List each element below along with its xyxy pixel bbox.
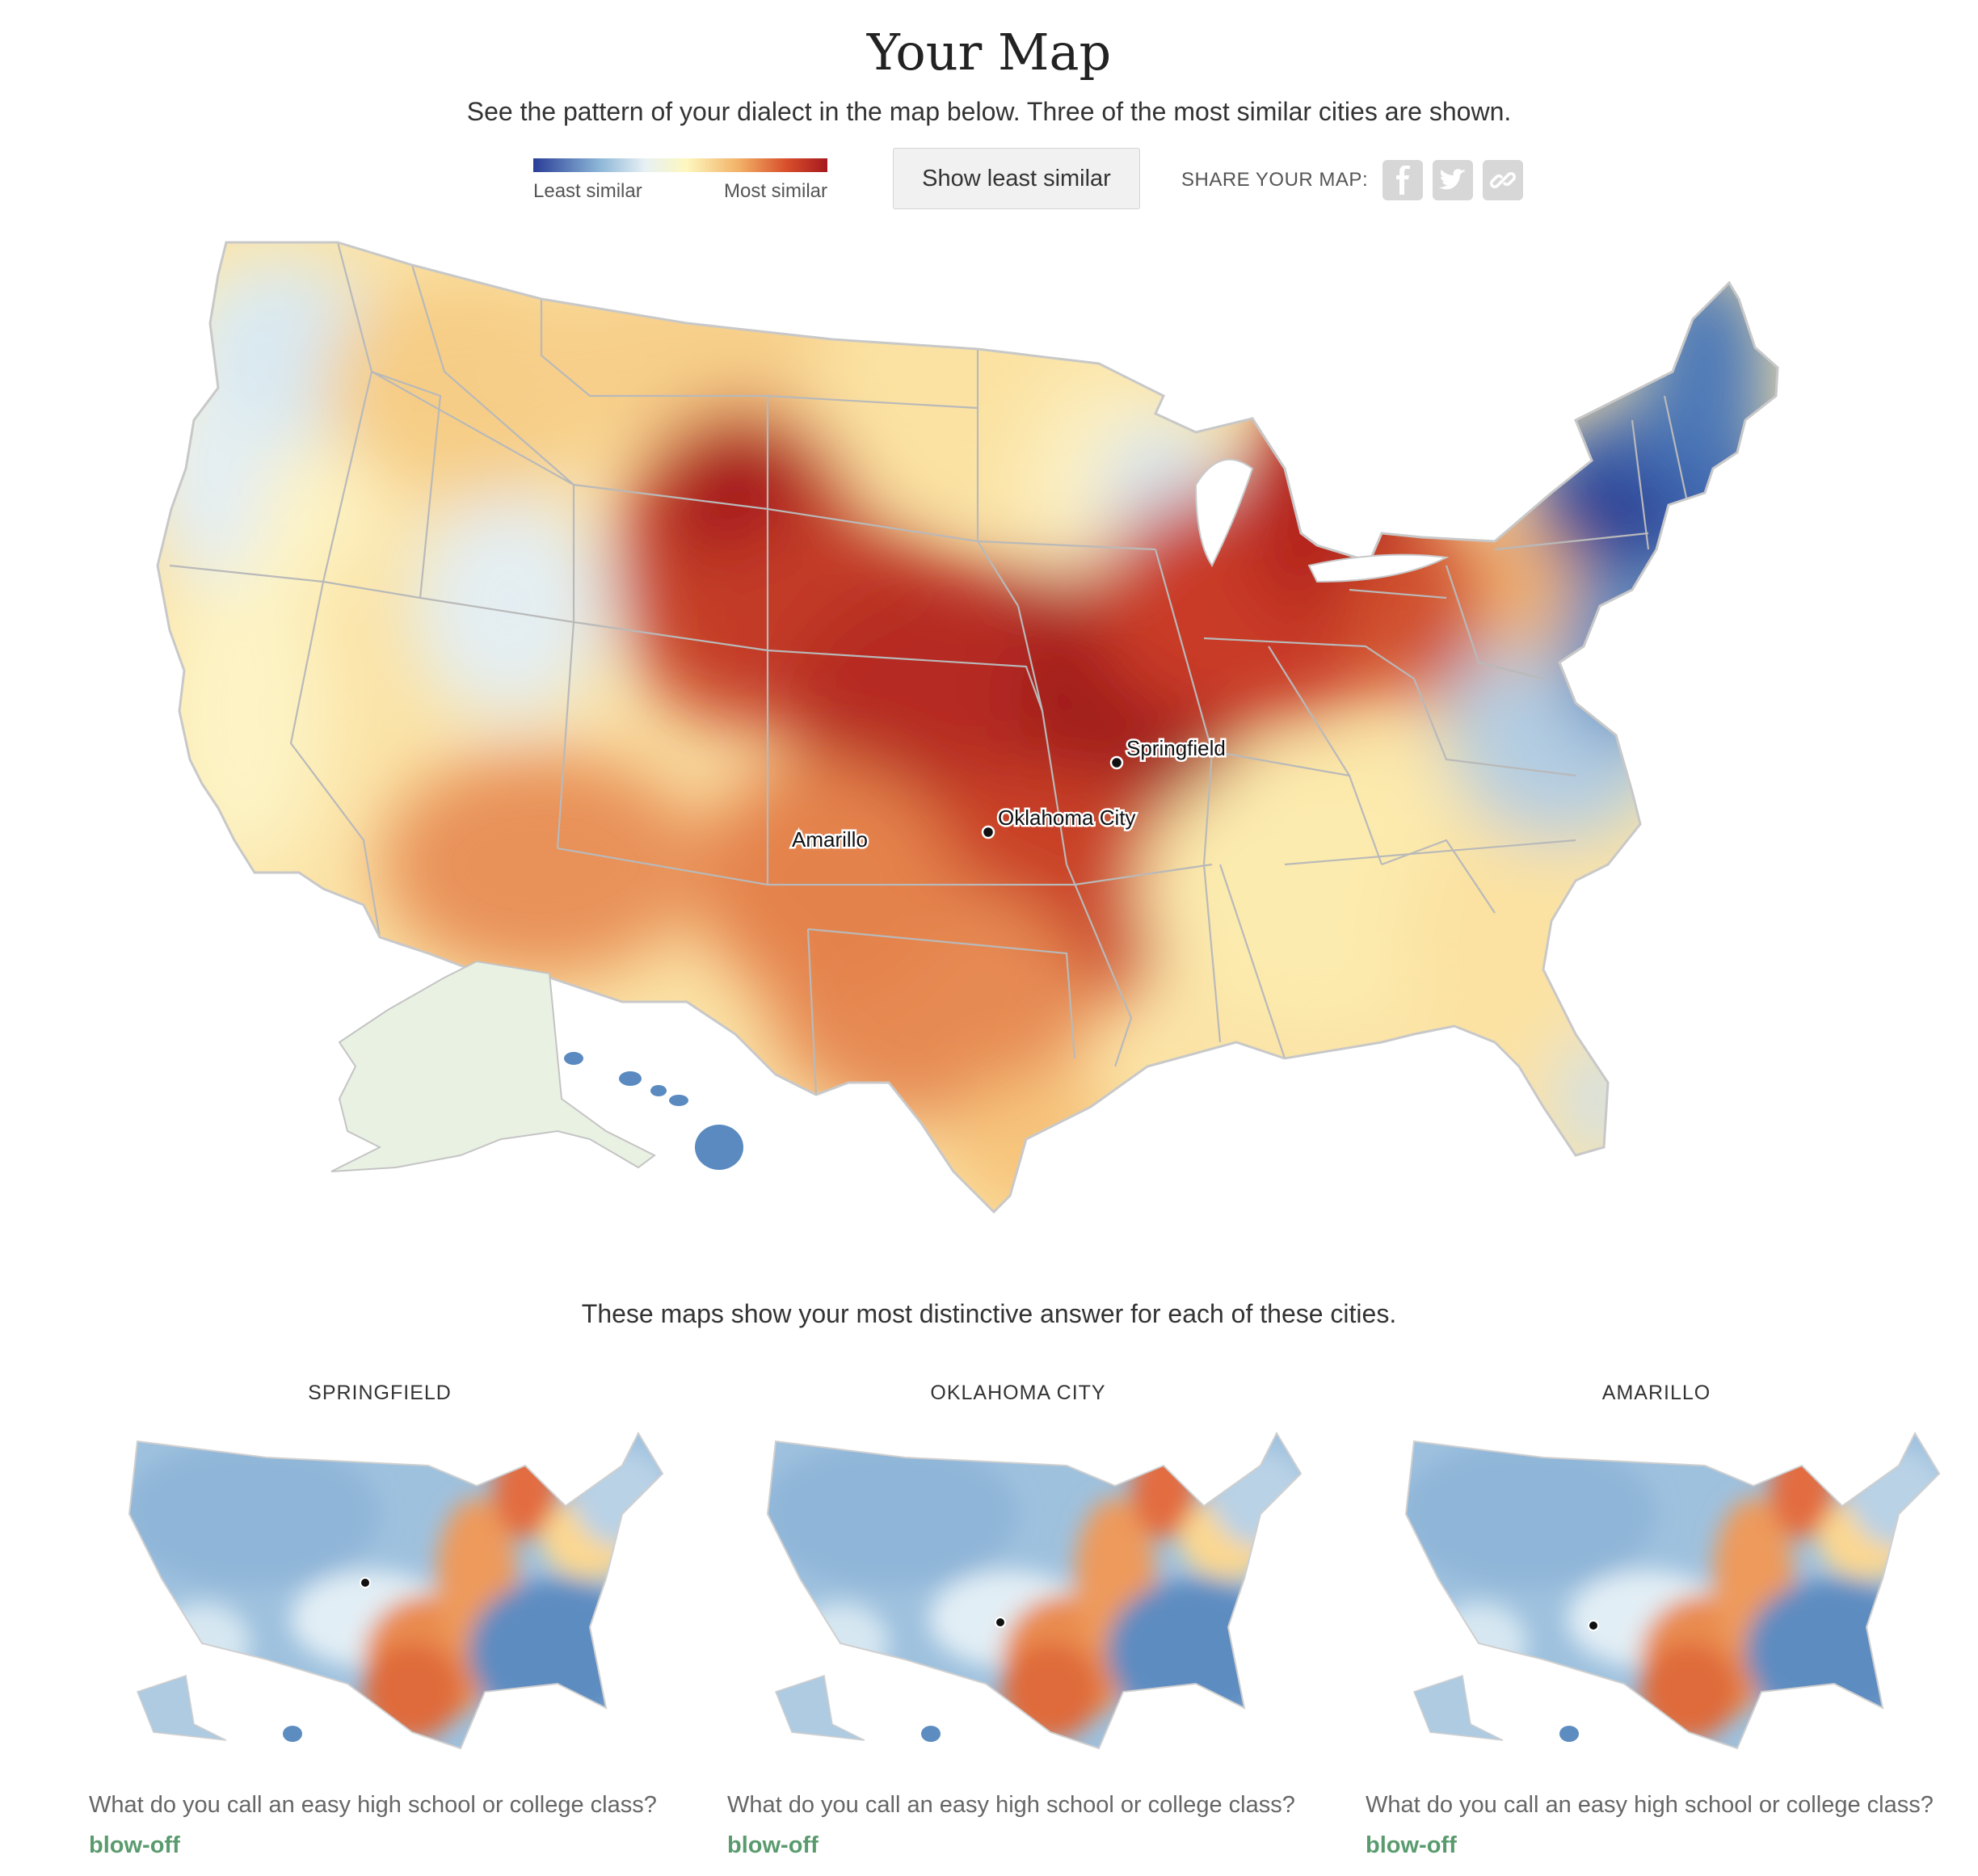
card-answer-amarillo[interactable]: blow-off (1366, 1832, 1457, 1858)
city-marker-amarillo: Amarillo (790, 826, 870, 854)
page-title: Your Map (866, 23, 1112, 82)
similarity-legend: Least similar Most similar (533, 158, 827, 203)
card-city-title: OKLAHOMA CITY (930, 1382, 1106, 1404)
link-icon[interactable] (1483, 160, 1524, 200)
legend-least-label: Least similar (533, 180, 642, 202)
legend-most-label: Most similar (723, 180, 827, 202)
hawaii-shape (564, 1052, 743, 1170)
distinctive-card-springfield: SPRINGFIELD (89, 1377, 671, 1797)
distinctive-card-oklahoma-city: OKLAHOMA CITY (727, 1377, 1309, 1797)
card-city-dot (360, 1577, 371, 1588)
show-least-similar-button[interactable]: Show least similar (893, 148, 1140, 209)
card-city-dot (995, 1617, 1006, 1628)
page-subtitle: See the pattern of your dialect in the m… (466, 97, 1512, 126)
small-map-oklahoma-city (766, 1431, 1303, 1750)
card-answer-oklahoma-city[interactable]: blow-off (727, 1832, 819, 1858)
card-question-amarillo: What do you call an easy high school or … (1366, 1792, 1934, 1818)
card-city-title: SPRINGFIELD (308, 1382, 452, 1404)
dialect-heat-map: Springfield Oklahoma City Amarillo (156, 241, 1779, 1214)
card-city-dot (1588, 1620, 1599, 1631)
twitter-icon[interactable] (1433, 160, 1474, 200)
facebook-icon[interactable] (1382, 160, 1424, 200)
small-map-amarillo (1404, 1431, 1941, 1750)
city-label-springfield: Springfield (1126, 736, 1226, 760)
city-marker-springfield: Springfield (1109, 734, 1227, 770)
city-marker-oklahoma-city: Oklahoma City (981, 804, 1138, 839)
alaska-shape (330, 960, 656, 1172)
card-city-title: AMARILLO (1601, 1382, 1711, 1404)
distinctive-intro: These maps show your most distinctive an… (581, 1299, 1397, 1328)
share-label: SHARE YOUR MAP: (1181, 169, 1369, 191)
card-question-springfield: What do you call an easy high school or … (89, 1792, 657, 1818)
city-label-oklahoma-city: Oklahoma City (998, 806, 1136, 830)
card-question-oklahoma-city: What do you call an easy high school or … (727, 1792, 1295, 1818)
share-bar: SHARE YOUR MAP: (1181, 160, 1533, 200)
legend-color-bar (533, 158, 827, 172)
city-label-amarillo: Amarillo (792, 827, 868, 852)
small-map-springfield (128, 1431, 664, 1750)
card-answer-springfield[interactable]: blow-off (89, 1832, 180, 1858)
distinctive-card-amarillo: AMARILLO (1366, 1377, 1947, 1797)
